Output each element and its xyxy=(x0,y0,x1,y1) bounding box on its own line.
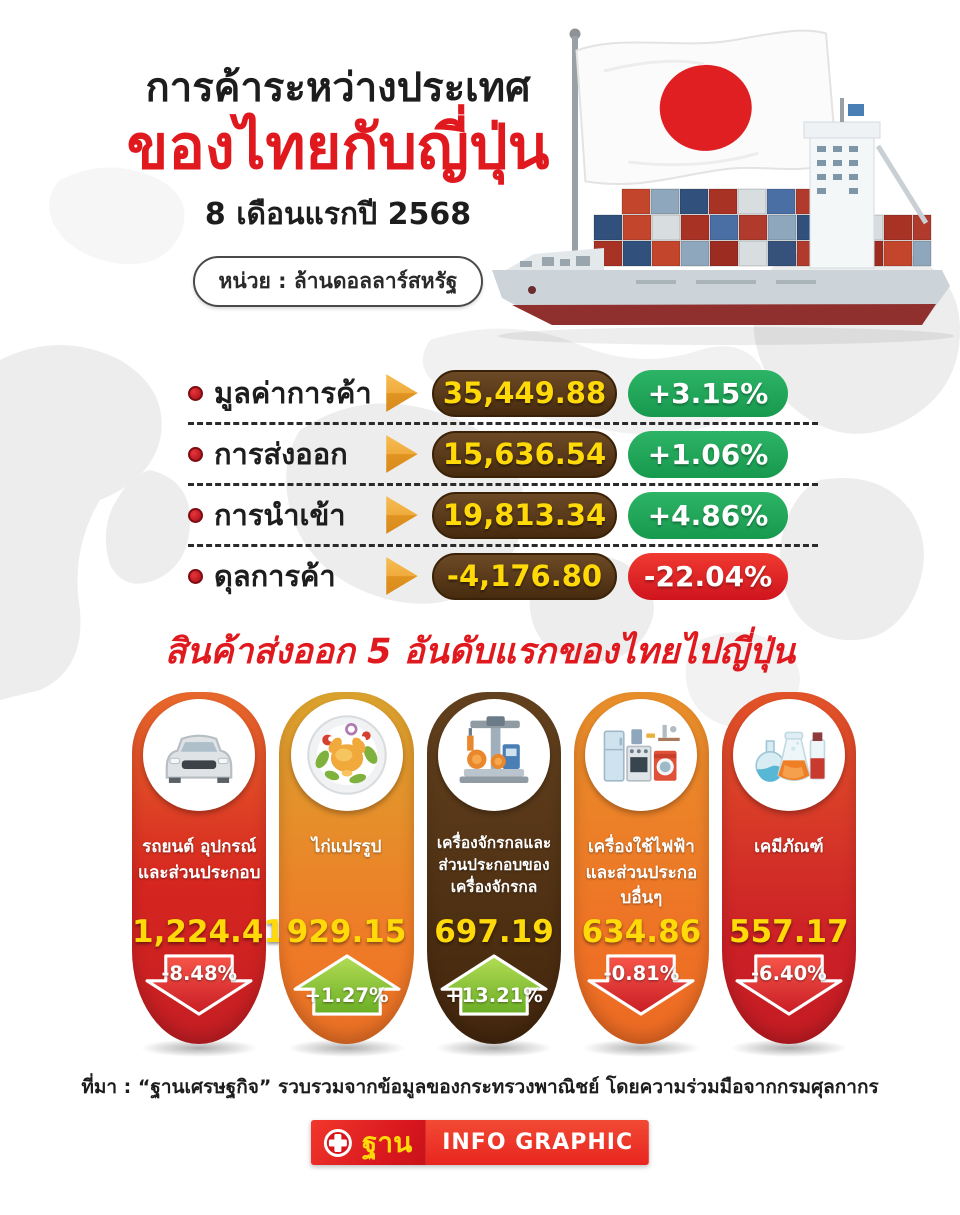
red-bullet-icon xyxy=(188,568,203,584)
icon-circle xyxy=(732,699,845,811)
gold-arrow-icon xyxy=(386,435,418,473)
red-bullet-icon xyxy=(188,507,203,523)
up-arrow-icon xyxy=(440,954,548,1016)
card-label: เครื่องใช้ไฟฟ้า และส่วนประกอบอื่นๆ xyxy=(585,837,698,908)
export-card-chicken: ไก่แปรรูป 929.15 +1.27% xyxy=(279,692,414,1057)
red-bullet-icon xyxy=(188,385,203,401)
logo-brand-text: ฐาน xyxy=(361,1125,413,1159)
ship-illustration xyxy=(476,18,960,363)
export-card-machinery: เครื่องจักรกลและ ส่วนประกอบของ เครื่องจั… xyxy=(426,692,562,1057)
card-label: เคมีภัณฑ์ xyxy=(754,837,824,857)
icon-circle xyxy=(585,699,698,811)
summary-row-trade-balance: ดุลการค้า -4,176.80 -22.04% xyxy=(188,547,818,605)
down-arrow-icon xyxy=(145,954,253,1016)
down-arrow-badge: -8.48% xyxy=(145,953,253,1017)
summary-label: การนำเข้า xyxy=(214,498,346,532)
summary-label: ดุลการค้า xyxy=(214,559,336,593)
unit-label: หน่วย : ล้านดอลลาร์สหรัฐ xyxy=(218,269,458,294)
page-title-period: 8 เดือนแรกปี 2568 xyxy=(204,197,472,233)
logo-suffix-text: INFO GRAPHIC xyxy=(426,1120,650,1165)
export-card-vehicles: รถยนต์ อุปกรณ์ และส่วนประกอบ 1,224.41 -8… xyxy=(132,692,285,1057)
down-arrow-badge: -6.40% xyxy=(735,953,843,1017)
publisher-logo: ฐาน INFO GRAPHIC xyxy=(310,1120,650,1165)
summary-change-badge: +1.06% xyxy=(628,430,788,478)
card-label: เครื่องจักรกลและ ส่วนประกอบของ เครื่องจั… xyxy=(436,834,552,896)
source-line: ที่มา : “ฐานเศรษฐกิจ” รวบรวมจากข้อมูลของ… xyxy=(81,1076,879,1098)
card-value: 634.86 xyxy=(581,914,702,950)
card-value: 929.15 xyxy=(286,914,407,950)
up-arrow-badge: +1.27% xyxy=(293,953,401,1017)
summary-row-exports: การส่งออก 15,636.54 +1.06% xyxy=(188,425,818,486)
title-block: การค้าระหว่างประเทศ ของไทยกับญี่ปุ่น 8 เ… xyxy=(98,64,578,308)
unit-badge: หน่วย : ล้านดอลลาร์สหรัฐ xyxy=(192,256,484,308)
page-title-line1: การค้าระหว่างประเทศ xyxy=(145,65,531,111)
processed-chicken-icon xyxy=(306,715,387,795)
icon-circle xyxy=(438,699,551,811)
card-value: 1,224.41 xyxy=(132,914,285,950)
down-arrow-badge: -0.81% xyxy=(587,953,695,1017)
trade-summary: มูลค่าการค้า 35,449.88 +3.15% การส่งออก … xyxy=(188,364,818,605)
car-icon xyxy=(165,734,233,783)
icon-circle xyxy=(143,699,256,811)
up-arrow-badge: +13.21% xyxy=(440,953,548,1017)
logo-left-block: ฐาน xyxy=(310,1120,427,1165)
gold-arrow-icon xyxy=(386,557,418,595)
gold-arrow-icon xyxy=(386,496,418,534)
card-value: 697.19 xyxy=(434,914,554,950)
down-arrow-icon xyxy=(735,954,843,1016)
machinery-icon xyxy=(459,716,529,783)
plus-cross-icon xyxy=(323,1128,352,1157)
icon-circle xyxy=(290,699,403,811)
appliances-icon xyxy=(604,724,681,782)
export-card-chemicals: เคมีภัณฑ์ 557.17 -6.40% xyxy=(721,692,857,1057)
down-arrow-icon xyxy=(587,954,695,1016)
summary-row-imports: การนำเข้า 19,813.34 +4.86% xyxy=(188,486,818,547)
top-exports-header: สินค้าส่งออก 5 อันดับแรกของไทยไปญี่ปุ่น xyxy=(164,632,796,672)
summary-row-trade-value: มูลค่าการค้า 35,449.88 +3.15% xyxy=(188,364,818,425)
summary-label: การส่งออก xyxy=(214,437,348,471)
summary-value: 15,636.54 xyxy=(432,430,617,478)
export-card-appliances: เครื่องใช้ไฟฟ้า และส่วนประกอบอื่นๆ 634.8… xyxy=(574,692,709,1057)
summary-value: 35,449.88 xyxy=(432,369,617,417)
summary-change-badge: -22.04% xyxy=(628,552,788,600)
red-bullet-icon xyxy=(188,446,203,462)
chemicals-icon xyxy=(755,731,826,782)
summary-value: -4,176.80 xyxy=(432,552,617,600)
summary-label: มูลค่าการค้า xyxy=(214,376,372,410)
card-value: 557.17 xyxy=(729,914,849,950)
container-ship-japan-flag-icon xyxy=(492,28,954,345)
card-label: ไก่แปรรูป xyxy=(311,837,382,857)
up-arrow-icon xyxy=(293,954,401,1016)
gold-arrow-icon xyxy=(386,374,418,412)
summary-value: 19,813.34 xyxy=(432,491,617,539)
summary-change-badge: +4.86% xyxy=(628,491,788,539)
card-label: รถยนต์ อุปกรณ์ และส่วนประกอบ xyxy=(138,837,261,883)
summary-change-badge: +3.15% xyxy=(628,369,788,417)
top-exports-cards: รถยนต์ อุปกรณ์ และส่วนประกอบ 1,224.41 -8… xyxy=(132,692,857,1057)
page-title-line2: ของไทยกับญี่ปุ่น xyxy=(126,112,550,183)
